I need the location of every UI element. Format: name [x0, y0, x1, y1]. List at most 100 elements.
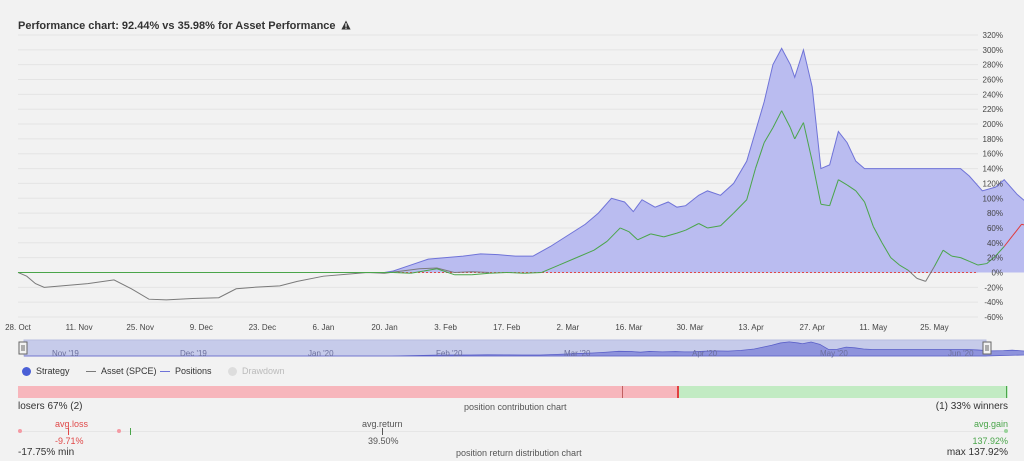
- strategy-segment: [820, 203, 830, 207]
- strategy-segment: [789, 127, 796, 140]
- strategy-segment: [1003, 235, 1014, 247]
- strategy-segment: [676, 229, 686, 234]
- strategy-segment: [881, 242, 892, 258]
- strategy-segment: [838, 179, 848, 186]
- strategy-segment: [541, 264, 560, 273]
- strategy-segment: [754, 142, 765, 169]
- strategy-segment: [471, 272, 490, 276]
- position-contribution-bar[interactable]: [18, 386, 1008, 398]
- strategy-segment: [872, 226, 883, 244]
- legend-item-drawdown[interactable]: Drawdown: [228, 366, 285, 376]
- distribution-min-label: -17.75% min: [18, 447, 75, 458]
- strategy-segment: [685, 223, 699, 231]
- strategy-segment: [423, 268, 437, 272]
- strategy-segment: [746, 168, 756, 200]
- asset-line: [17, 267, 490, 301]
- avg-loss-value: -9.71%: [55, 436, 84, 446]
- avg-loss-label: avg.loss: [55, 419, 89, 429]
- x-tick-label: 23. Dec: [249, 323, 277, 332]
- strategy-segment: [707, 225, 721, 229]
- strategy-segment: [960, 257, 970, 262]
- x-tick-label: 13. Apr: [738, 323, 764, 332]
- distribution-chart-title: position return distribution chart: [456, 448, 582, 458]
- avg-gain-label: avg.gain: [973, 419, 1008, 429]
- avg-return-value: 39.50%: [368, 436, 399, 446]
- strategy-segment: [637, 233, 651, 241]
- legend-item-asset[interactable]: Asset (SPCE): [86, 366, 157, 376]
- y-tick-label: 260%: [983, 76, 1003, 85]
- losers-segment[interactable]: [18, 386, 678, 398]
- y-tick-label: 320%: [983, 31, 1003, 40]
- strategy-segment: [829, 179, 839, 206]
- y-tick-label: 160%: [983, 150, 1003, 159]
- winners-segment[interactable]: [678, 386, 1008, 398]
- legend-positions-label: Positions: [175, 366, 212, 376]
- strategy-segment: [772, 110, 783, 128]
- strategy-segment: [942, 249, 953, 257]
- y-tick-label: 240%: [983, 90, 1003, 99]
- y-tick-label: 20%: [987, 254, 1003, 263]
- x-axis: 28. Oct 11. Nov 25. Nov 9. Dec 23. Dec 6. Jan…: [5, 323, 948, 332]
- strategy-segment: [436, 268, 455, 276]
- y-tick-label: 80%: [987, 209, 1003, 218]
- navigator-label: May '20: [820, 349, 848, 358]
- y-axis: -60% -40% -20% 0% 20% 40% 60% 80% 100% 120% 140% 16…: [983, 31, 1003, 322]
- dist-max-marker: [1004, 429, 1008, 433]
- navigator-right-handle[interactable]: [982, 341, 992, 355]
- chart-title: Performance chart: 92.44% vs 35.98% for …: [18, 20, 351, 32]
- y-tick-label: 180%: [983, 135, 1003, 144]
- navigator-left-handle[interactable]: [18, 341, 28, 355]
- strategy-segment: [890, 257, 900, 266]
- y-tick-label: 60%: [987, 224, 1003, 233]
- x-tick-label: 2. Mar: [556, 323, 579, 332]
- strategy-segment: [576, 249, 595, 259]
- chart-series: [17, 47, 1024, 301]
- strategy-segment: [986, 255, 996, 264]
- strategy-segment: [506, 271, 525, 274]
- navigator-label: Feb '20: [436, 349, 463, 358]
- strategy-segment: [969, 260, 979, 266]
- y-tick-label: 0%: [991, 268, 1003, 277]
- y-tick-label: 140%: [983, 165, 1003, 174]
- strategy-segment: [489, 271, 507, 274]
- navigator-label: Jun '20: [948, 349, 974, 358]
- strategy-segment: [619, 227, 630, 233]
- x-tick-label: 30. Mar: [676, 323, 703, 332]
- navigator-label: Jan '20: [308, 349, 334, 358]
- strategy-segment: [899, 264, 909, 271]
- loser-boundary-tick: [622, 386, 623, 398]
- x-tick-label: 25. May: [920, 323, 948, 332]
- dist-avg-loss-marker: [68, 428, 69, 435]
- strategy-segment: [916, 277, 926, 282]
- x-tick-label: 28. Oct: [5, 323, 32, 332]
- strategy-segment: [410, 270, 424, 274]
- contribution-chart-title: position contribution chart: [464, 402, 567, 412]
- handle-box: [982, 341, 992, 355]
- x-tick-label: 11. Nov: [66, 323, 93, 332]
- strategy-segment: [628, 231, 638, 241]
- strategy-segment: [606, 227, 621, 242]
- strategy-segment: [763, 127, 774, 143]
- strategy-segment: [524, 271, 542, 274]
- strategy-segment: [864, 201, 874, 227]
- avg-gain-value: 137.92%: [972, 436, 1008, 446]
- strategy-segment: [393, 271, 411, 274]
- navigator-series: [24, 341, 1024, 357]
- chart-title-text: Performance chart: 92.44% vs 35.98% for …: [18, 20, 336, 32]
- x-tick-label: 25. Nov: [126, 323, 154, 332]
- y-tick-label: -20%: [984, 283, 1003, 292]
- strategy-segment: [811, 161, 822, 205]
- strategy-dot-icon: [22, 366, 31, 376]
- legend-item-strategy[interactable]: Strategy: [22, 366, 70, 376]
- performance-chart[interactable]: -60% -40% -20% 0% 20% 40% 60% 80% 100% 120% 140% 16…: [0, 0, 1024, 400]
- strategy-segment: [995, 246, 1005, 257]
- y-tick-label: 220%: [983, 105, 1003, 114]
- y-tick-label: 120%: [983, 179, 1003, 188]
- warning-triangle-icon[interactable]: [340, 20, 351, 30]
- legend-item-positions[interactable]: Positions: [160, 366, 212, 376]
- strategy-segment: [733, 199, 748, 214]
- distribution-max-label: max 137.92%: [946, 447, 1008, 458]
- x-tick-label: 27. Apr: [800, 323, 826, 332]
- y-tick-label: 300%: [983, 46, 1003, 55]
- end-tick: [1006, 386, 1007, 398]
